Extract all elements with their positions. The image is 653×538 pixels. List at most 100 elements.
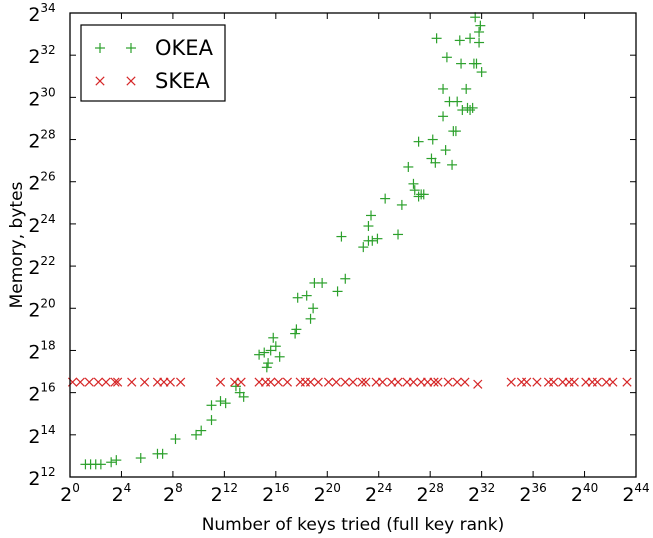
okea-point	[290, 328, 301, 339]
skea-point	[592, 377, 603, 387]
skea-point	[460, 377, 470, 387]
okea-point	[259, 347, 270, 358]
okea-point	[305, 313, 316, 324]
skea-point	[331, 377, 341, 387]
skea-point	[429, 377, 439, 387]
skea-point	[608, 377, 618, 387]
legend-label-okea: OKEA	[155, 36, 214, 60]
y-tick-label: 234	[28, 1, 55, 26]
okea-point	[265, 345, 276, 356]
okea-point	[301, 290, 312, 301]
skea-point	[75, 377, 85, 387]
okea-point	[254, 349, 265, 360]
skea-point	[506, 377, 516, 387]
skea-point	[549, 377, 559, 387]
okea-point	[95, 459, 106, 470]
x-tick-label: 20	[60, 481, 80, 506]
okea-point	[431, 33, 442, 44]
okea-point	[418, 189, 429, 200]
x-tick-label: 244	[622, 481, 649, 506]
okea-point	[292, 292, 303, 303]
okea-point	[467, 102, 478, 113]
skea-point	[408, 377, 419, 387]
skea-point	[313, 377, 323, 387]
okea-point	[220, 398, 231, 409]
skea-point	[215, 377, 226, 387]
okea-point	[366, 210, 377, 221]
okea-point	[408, 178, 419, 189]
legend: OKEA SKEA	[80, 24, 226, 102]
x-tick-label: 236	[519, 481, 546, 506]
legend-marker-skea	[126, 76, 136, 86]
skea-point	[127, 377, 137, 387]
legend-marker-okea	[126, 43, 136, 53]
x-tick-label: 240	[571, 481, 598, 506]
y-tick-label: 216	[28, 381, 55, 406]
skea-point	[348, 377, 358, 387]
okea-point	[268, 332, 279, 343]
okea-point	[409, 185, 420, 196]
okea-point	[157, 448, 168, 459]
x-tick-label: 232	[468, 481, 495, 506]
y-tick-label: 230	[28, 85, 55, 110]
okea-point	[450, 126, 461, 137]
skea-point	[110, 377, 120, 387]
okea-point	[291, 324, 302, 335]
plot-frame	[69, 12, 637, 478]
okea-point	[196, 425, 207, 436]
okea-point	[380, 193, 391, 204]
skea-point	[323, 377, 334, 387]
y-tick-label: 214	[28, 423, 55, 448]
y-tick-label: 222	[28, 254, 55, 279]
okea-point	[358, 242, 369, 253]
skea-point	[176, 377, 186, 387]
x-tick-label: 224	[365, 481, 392, 506]
okea-point	[191, 429, 202, 440]
skea-point	[305, 377, 316, 387]
skea-point	[273, 377, 284, 387]
okea-point	[111, 455, 122, 466]
skea-point	[112, 377, 123, 387]
okea-point	[454, 35, 465, 46]
okea-point	[206, 400, 217, 411]
x-axis-label: Number of keys tried (full key rank)	[202, 515, 505, 535]
okea-point	[393, 229, 404, 240]
okea-point	[317, 277, 328, 288]
skea-point	[101, 377, 111, 387]
chart-marks	[67, 12, 632, 470]
skea-point	[361, 377, 371, 387]
y-tick-label: 218	[28, 338, 55, 363]
okea-point	[475, 20, 486, 31]
skea-point	[357, 377, 367, 387]
okea-point	[440, 145, 451, 156]
okea-point	[474, 37, 485, 48]
okea-point	[413, 136, 424, 147]
skea-point	[522, 377, 532, 387]
okea-point	[471, 58, 482, 69]
okea-point	[427, 134, 438, 145]
x-tick-label: 28	[163, 481, 183, 506]
okea-point	[447, 159, 458, 170]
y-axis-label: Memory, bytes	[7, 181, 27, 308]
okea-point	[170, 434, 181, 445]
skea-point	[93, 377, 103, 387]
okea-point	[332, 286, 343, 297]
okea-point	[135, 453, 146, 464]
skea-point	[266, 377, 276, 387]
y-tick-label: 228	[28, 128, 55, 153]
x-tick-label: 216	[262, 481, 289, 506]
okea-point	[270, 341, 281, 352]
okea-point	[215, 396, 226, 407]
x-tick-label: 228	[416, 481, 443, 506]
okea-point	[452, 96, 463, 107]
skea-point	[532, 377, 542, 387]
x-tick-label: 212	[211, 481, 238, 506]
okea-point	[438, 83, 449, 94]
legend-label-skea: SKEA	[155, 69, 210, 93]
okea-point	[336, 231, 347, 242]
okea-point	[465, 33, 476, 44]
skea-point	[236, 377, 246, 387]
okea-point	[465, 105, 476, 116]
skea-point	[340, 377, 350, 387]
